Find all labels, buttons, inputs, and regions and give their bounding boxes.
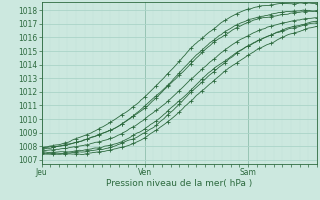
- X-axis label: Pression niveau de la mer( hPa ): Pression niveau de la mer( hPa ): [106, 179, 252, 188]
